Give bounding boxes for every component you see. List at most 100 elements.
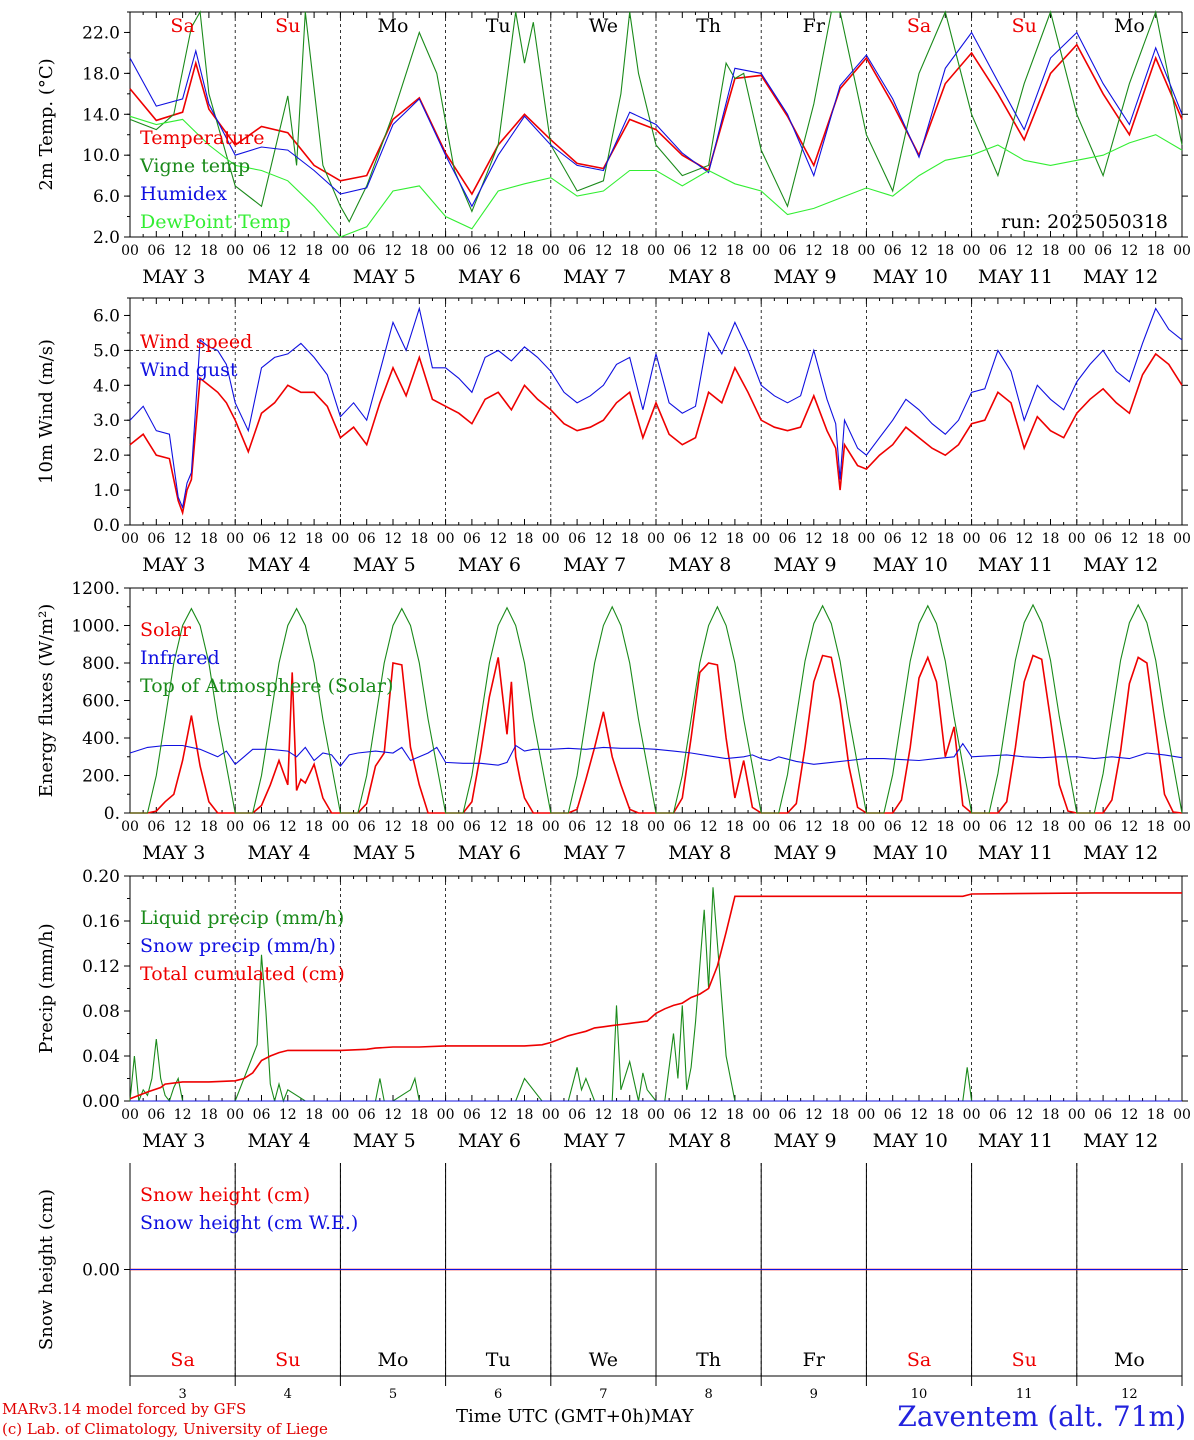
day-abbr-top: Tu — [486, 15, 511, 37]
x-hour-label: 06 — [568, 1107, 586, 1123]
x-hour-label: 18 — [726, 819, 744, 835]
x-date-label: MAY 3 — [142, 266, 205, 288]
x-hour-label: 12 — [384, 531, 402, 547]
day-abbr-bottom: Fr — [803, 1349, 826, 1371]
x-date-label: MAY 9 — [773, 1130, 836, 1152]
run-label: run: 2025050318 — [1001, 211, 1168, 233]
y-axis-label: Energy fluxes (W/m²) — [36, 604, 57, 798]
x-hour-label: 12 — [489, 819, 507, 835]
x-hour-label: 00 — [437, 531, 455, 547]
y-tick-label: 3.0 — [93, 411, 120, 431]
x-hour-label: 12 — [910, 819, 928, 835]
x-hour-label: 00 — [1068, 819, 1086, 835]
x-hour-label: 06 — [989, 819, 1007, 835]
x-hour-label-end: 00 — [1173, 1107, 1191, 1123]
x-hour-label: 00 — [437, 243, 455, 259]
x-hour-label: 06 — [1094, 531, 1112, 547]
day-abbr-bottom: We — [589, 1349, 618, 1371]
panel-temperature: 2m Temp. (°C) — [36, 9, 1188, 238]
x-date-label: MAY 7 — [563, 1130, 626, 1152]
x-date-label: MAY 10 — [873, 554, 948, 576]
x-hour-label: 18 — [200, 243, 218, 259]
x-date-label: MAY 7 — [563, 842, 626, 864]
y-tick-label: 200. — [82, 767, 120, 787]
x-hour-label: 06 — [568, 819, 586, 835]
day-abbr-bottom: Su — [275, 1349, 300, 1371]
x-hour-label: 06 — [884, 531, 902, 547]
x-hour-label: 00 — [437, 1107, 455, 1123]
x-hour-label: 12 — [805, 1107, 823, 1123]
x-hour-label: 00 — [1068, 1107, 1086, 1123]
x-hour-label: 12 — [910, 531, 928, 547]
x-hour-label: 06 — [779, 1107, 797, 1123]
x-date-label: MAY 12 — [1083, 266, 1158, 288]
series-line-temperature-2 — [129, 31, 1183, 208]
x-hour-label: 00 — [857, 243, 875, 259]
x-hour-label: 12 — [700, 243, 718, 259]
time-axis-label: Time UTC (GMT+0h)MAY — [456, 1406, 693, 1427]
y-tick-label: 0.0 — [93, 516, 120, 536]
y-tick-label: 1.0 — [93, 481, 120, 501]
day-abbr-bottom: Th — [696, 1349, 721, 1371]
x-hour-label: 00 — [121, 531, 139, 547]
x-hour-label: 12 — [384, 819, 402, 835]
x-hour-label: 12 — [279, 819, 297, 835]
x-hour-label: 12 — [174, 243, 192, 259]
day-number-bottom: 3 — [178, 1387, 186, 1402]
legend-entry: Wind speed — [140, 331, 252, 353]
x-hour-label: 00 — [647, 1107, 665, 1123]
legend-entry: Snow precip (mm/h) — [140, 935, 336, 957]
x-hour-label: 18 — [516, 819, 534, 835]
x-hour-label: 00 — [963, 531, 981, 547]
panel-snow: Snow height (cm) — [36, 1163, 1188, 1386]
x-hour-label: 00 — [752, 819, 770, 835]
panel-energy: Energy fluxes (W/m²) — [36, 587, 1188, 814]
y-tick-label: 1200. — [71, 579, 120, 599]
x-hour-label: 06 — [147, 1107, 165, 1123]
x-date-label: MAY 11 — [978, 1130, 1053, 1152]
day-number-bottom: 6 — [494, 1387, 502, 1402]
series-line-temperature-3 — [129, 115, 1183, 238]
x-hour-label: 12 — [1120, 531, 1138, 547]
y-axis-label: Snow height (cm) — [36, 1189, 57, 1350]
x-hour-label: 18 — [831, 819, 849, 835]
x-hour-label: 06 — [673, 819, 691, 835]
x-date-label: MAY 5 — [353, 1130, 416, 1152]
x-date-label: MAY 8 — [668, 842, 731, 864]
day-number-bottom: 8 — [704, 1387, 712, 1402]
x-hour-label: 06 — [989, 531, 1007, 547]
x-hour-label: 18 — [305, 819, 323, 835]
x-hour-label: 18 — [621, 819, 639, 835]
y-tick-label: 0.00 — [82, 1261, 120, 1281]
y-tick-label: 2.0 — [93, 228, 120, 248]
x-hour-label: 18 — [410, 243, 428, 259]
x-hour-label: 00 — [542, 1107, 560, 1123]
x-date-label: MAY 8 — [668, 266, 731, 288]
x-hour-label: 12 — [279, 243, 297, 259]
day-abbr-bottom: Su — [1012, 1349, 1037, 1371]
x-date-label: MAY 10 — [873, 266, 948, 288]
legend-entry: Temperature — [140, 127, 264, 149]
y-tick-label: 6.0 — [93, 306, 120, 326]
x-hour-label: 00 — [331, 1107, 349, 1123]
series-line-energy-0 — [130, 654, 1183, 814]
y-axis-label: 2m Temp. (°C) — [36, 58, 57, 190]
x-hour-label: 18 — [936, 531, 954, 547]
x-hour-label: 00 — [331, 819, 349, 835]
station-title: Zaventem (alt. 71m) — [897, 1400, 1186, 1433]
x-date-label: MAY 6 — [458, 842, 521, 864]
x-hour-label: 00 — [752, 531, 770, 547]
x-hour-label: 12 — [279, 1107, 297, 1123]
day-number-bottom: 7 — [599, 1387, 607, 1402]
x-hour-label: 00 — [331, 531, 349, 547]
x-hour-label: 06 — [1094, 243, 1112, 259]
y-tick-label: 0.00 — [82, 1092, 120, 1112]
x-date-label: MAY 7 — [563, 266, 626, 288]
day-abbr-top: Su — [275, 15, 300, 37]
series-line-energy-1 — [129, 742, 1183, 767]
legend-entry: DewPoint Temp — [140, 211, 291, 233]
day-abbr-bottom: Sa — [907, 1349, 931, 1371]
x-hour-label: 12 — [910, 1107, 928, 1123]
day-number-bottom: 5 — [389, 1387, 397, 1402]
